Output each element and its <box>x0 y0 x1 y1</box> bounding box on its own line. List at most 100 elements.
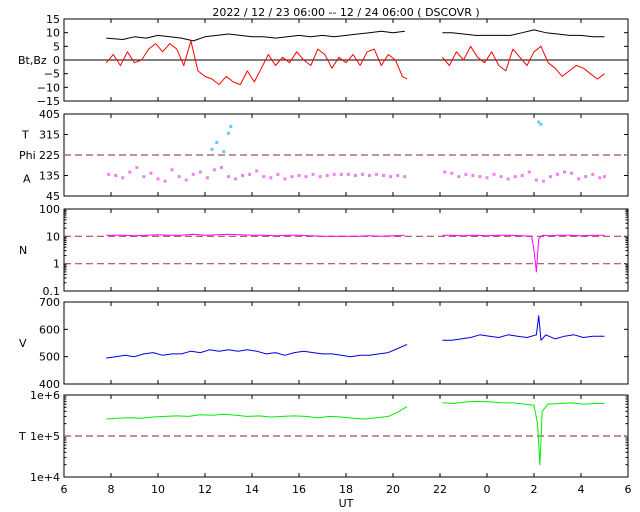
phi-point <box>276 172 280 176</box>
y-axis-label: T <box>18 430 26 443</box>
y-axis-label: V <box>19 337 27 350</box>
phi-point <box>248 172 252 176</box>
phi-point <box>318 175 322 179</box>
y-tick-label: 1 <box>53 258 60 271</box>
y-tick-label: 225 <box>39 149 60 162</box>
x-tick-label: 6 <box>625 483 632 496</box>
phi-point <box>149 171 153 175</box>
x-axis-label: UT <box>339 497 354 510</box>
phi-point <box>603 175 606 179</box>
x-tick-label: 10 <box>151 483 165 496</box>
x-tick-label: 2 <box>531 483 538 496</box>
phi-point <box>107 172 111 176</box>
phi-point <box>262 175 266 179</box>
y-tick-label: 10 <box>46 27 60 40</box>
x-tick-label: 18 <box>339 483 353 496</box>
phi-point <box>156 177 160 181</box>
phi-point <box>492 172 496 176</box>
phi-point <box>360 172 364 176</box>
x-tick-label: 0 <box>484 483 491 496</box>
phi-point <box>205 176 209 180</box>
phi-point <box>255 169 259 173</box>
phi-point <box>325 174 329 177</box>
phi-point <box>389 175 393 179</box>
phi-point <box>527 170 531 174</box>
x-tick-label: 22 <box>433 483 447 496</box>
theta-point <box>215 140 219 144</box>
phi-point <box>478 175 482 179</box>
x-axis-tick-labels: 6 8 10 12 14 16 18 20 22 0 2 4 6 <box>61 483 632 496</box>
y-tick-label: 700 <box>39 296 60 309</box>
y-tick-label: −10 <box>37 81 60 94</box>
phi-point <box>290 175 294 179</box>
panel-frame <box>63 301 629 385</box>
phi-point <box>513 175 517 179</box>
y-tick-label: 135 <box>39 170 60 183</box>
phi-point <box>163 179 167 183</box>
phi-point <box>198 170 202 174</box>
theta-point <box>229 125 233 129</box>
theta-point <box>222 150 226 154</box>
panel-temperature: 1e+6 1e+5 1e+4 T <box>18 389 629 484</box>
y-tick-label: 0.1 <box>43 285 61 298</box>
y-tick-label: 1e+5 <box>30 430 60 443</box>
phi-point <box>506 177 510 181</box>
phi-point <box>464 172 468 176</box>
phi-point <box>577 177 581 181</box>
phi-point <box>128 170 132 174</box>
x-tick-label: 6 <box>61 483 68 496</box>
y-tick-label: 0 <box>53 54 60 67</box>
y-tick-label: 10 <box>46 230 60 243</box>
y-tick-label: 1e+4 <box>30 471 60 484</box>
speed-series-line <box>106 315 605 359</box>
phi-points <box>107 166 606 183</box>
phi-point <box>591 172 595 176</box>
phi-point <box>339 172 343 176</box>
y-tick-label: 1e+6 <box>30 389 60 402</box>
panel-speed: 700 600 500 400 V <box>19 296 629 391</box>
phi-point <box>219 166 223 170</box>
temperature-series-line <box>106 400 605 466</box>
y-tick-label: 400 <box>39 378 60 391</box>
phi-point <box>598 176 602 180</box>
phi-point <box>375 172 379 176</box>
theta-point <box>537 120 541 124</box>
phi-point <box>471 174 475 177</box>
phi-point <box>114 174 118 177</box>
phi-point <box>584 175 588 179</box>
phi-point <box>234 177 238 181</box>
phi-point <box>382 174 386 177</box>
panel-frame <box>63 208 629 292</box>
y-tick-label: 100 <box>39 203 60 216</box>
phi-point <box>570 171 574 175</box>
theta-point <box>227 131 230 135</box>
phi-point <box>121 176 125 180</box>
panel-angles: 405 315 225 135 45 T Phi A <box>19 108 629 203</box>
phi-point <box>556 172 559 176</box>
phi-point <box>520 174 524 177</box>
y-tick-label: 5 <box>53 40 60 53</box>
bz-series-line <box>105 40 605 86</box>
phi-point <box>170 168 174 172</box>
y-axis-label: N <box>19 244 27 257</box>
phi-point <box>541 179 545 183</box>
phi-point <box>311 172 315 176</box>
y-tick-label: 315 <box>39 129 60 142</box>
phi-point <box>269 176 273 180</box>
phi-point <box>283 177 287 181</box>
y-axis-label: A <box>23 173 31 186</box>
phi-point <box>450 171 454 175</box>
theta-point <box>539 122 543 126</box>
x-tick-label: 20 <box>386 483 400 496</box>
phi-point <box>353 174 357 177</box>
phi-point <box>184 178 188 182</box>
phi-point <box>443 170 447 174</box>
phi-point <box>403 175 407 179</box>
phi-point <box>548 175 552 179</box>
chart-title: 2022 / 12 / 23 06:00 -- 12 / 24 06:00 ( … <box>212 6 479 19</box>
x-tick-label: 16 <box>292 483 306 496</box>
phi-point <box>241 174 245 177</box>
y-tick-label: −15 <box>37 95 60 108</box>
